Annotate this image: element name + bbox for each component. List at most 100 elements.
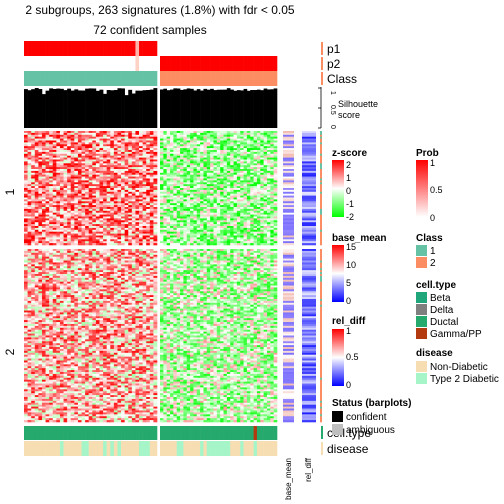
heatmap-cell xyxy=(99,165,104,168)
heatmap-cell xyxy=(163,170,167,174)
heatmap-cell xyxy=(146,189,151,193)
heatmap-cell xyxy=(139,214,143,217)
heatmap-cell xyxy=(95,201,100,204)
heatmap-cell xyxy=(263,132,268,136)
heatmap-cell xyxy=(253,224,258,227)
heatmap-cell xyxy=(220,144,224,147)
heatmap-cell xyxy=(203,180,208,183)
heatmap-cell xyxy=(173,233,178,236)
heatmap-cell xyxy=(49,252,54,256)
heatmap-cell xyxy=(103,199,107,202)
heatmap-cell xyxy=(260,140,264,143)
heatmap-cell xyxy=(113,157,118,160)
heatmap-cell xyxy=(253,226,258,229)
heatmap-cell xyxy=(193,224,198,227)
heatmap-cell xyxy=(85,220,90,223)
p1-cell xyxy=(31,41,36,56)
heatmap-cell xyxy=(240,163,244,166)
heatmap-cell xyxy=(273,224,278,227)
heatmap-cell xyxy=(95,243,100,246)
heatmap-cell xyxy=(106,241,111,244)
p2-cell xyxy=(233,56,238,71)
heatmap-cell xyxy=(240,159,244,162)
heatmap-cell xyxy=(176,235,181,238)
heatmap-cell xyxy=(110,239,115,242)
heatmap-cell xyxy=(146,220,151,223)
heatmap-cell xyxy=(200,237,204,240)
heatmap-cell xyxy=(38,161,43,164)
heatmap-cell xyxy=(59,193,64,196)
heatmap-cell xyxy=(223,226,228,229)
heatmap-cell xyxy=(81,207,86,210)
heatmap-cell xyxy=(220,195,224,198)
heatmap-cell xyxy=(56,241,61,244)
heatmap-cell xyxy=(81,252,86,256)
heatmap-cell xyxy=(99,134,104,137)
heatmap-cell xyxy=(146,233,151,236)
heatmap-cell xyxy=(180,150,184,153)
heatmap-cell xyxy=(180,243,184,246)
heatmap-cell xyxy=(27,140,32,143)
heatmap-cell xyxy=(256,155,261,158)
heatmap-cell xyxy=(206,254,211,257)
heatmap-cell xyxy=(260,174,264,177)
heatmap-cell xyxy=(223,205,228,208)
heatmap-cell xyxy=(170,134,174,137)
heatmap-cell xyxy=(85,172,90,175)
heatmap-cell xyxy=(88,250,93,254)
silhouette-bar xyxy=(74,89,79,128)
heatmap-cell xyxy=(173,216,178,219)
heatmap-cell xyxy=(49,191,54,194)
heatmap-cell xyxy=(223,222,228,225)
heatmap-cell xyxy=(263,163,268,166)
heatmap-cell xyxy=(263,210,268,213)
heatmap-cell xyxy=(203,243,208,246)
heatmap-cell xyxy=(106,252,111,256)
silhouette-bar xyxy=(139,90,143,128)
heatmap-cell xyxy=(74,256,79,259)
heatmap-cell xyxy=(273,136,278,139)
heatmap-cell xyxy=(121,203,125,206)
heatmap-cell xyxy=(163,199,167,202)
heatmap-cell xyxy=(233,182,238,185)
heatmap-cell xyxy=(273,208,278,212)
heatmap-cell xyxy=(63,205,68,208)
heatmap-cell xyxy=(180,180,184,183)
heatmap-cell xyxy=(213,214,218,217)
heatmap-cell xyxy=(170,186,174,189)
heatmap-cell xyxy=(77,220,82,223)
heatmap-cell xyxy=(213,210,218,213)
heatmap-cell xyxy=(263,214,268,217)
heatmap-cell xyxy=(200,148,204,151)
heatmap-cell xyxy=(270,233,274,236)
heatmap-cell xyxy=(170,180,174,183)
heatmap-cell xyxy=(24,163,28,166)
heatmap-cell xyxy=(173,157,178,160)
heatmap-cell xyxy=(183,243,188,246)
heatmap-cell xyxy=(260,222,264,225)
p1-cell xyxy=(67,41,72,56)
heatmap-cell xyxy=(56,214,61,217)
heatmap-cell xyxy=(85,169,90,172)
heatmap-cell xyxy=(210,227,214,231)
heatmap-cell xyxy=(99,208,104,212)
heatmap-cell xyxy=(67,188,72,191)
heatmap-cell xyxy=(131,169,136,172)
heatmap-cell xyxy=(70,205,75,208)
heatmap-cell xyxy=(95,167,100,170)
heatmap-cell xyxy=(70,165,75,168)
heatmap-cell xyxy=(77,235,82,238)
heatmap-cell xyxy=(213,235,218,238)
heatmap-cell xyxy=(117,134,122,137)
heatmap-cell xyxy=(243,222,248,225)
heatmap-cell xyxy=(131,252,136,256)
heatmap-cell xyxy=(220,201,224,204)
heatmap-cell xyxy=(236,161,241,164)
heatmap-cell xyxy=(56,188,61,191)
heatmap-cell xyxy=(106,134,111,137)
heatmap-cell xyxy=(243,226,248,229)
p2-cell xyxy=(106,56,111,71)
heatmap-cell xyxy=(31,256,36,259)
heatmap-cell xyxy=(131,197,136,200)
p2-cell xyxy=(99,56,104,71)
